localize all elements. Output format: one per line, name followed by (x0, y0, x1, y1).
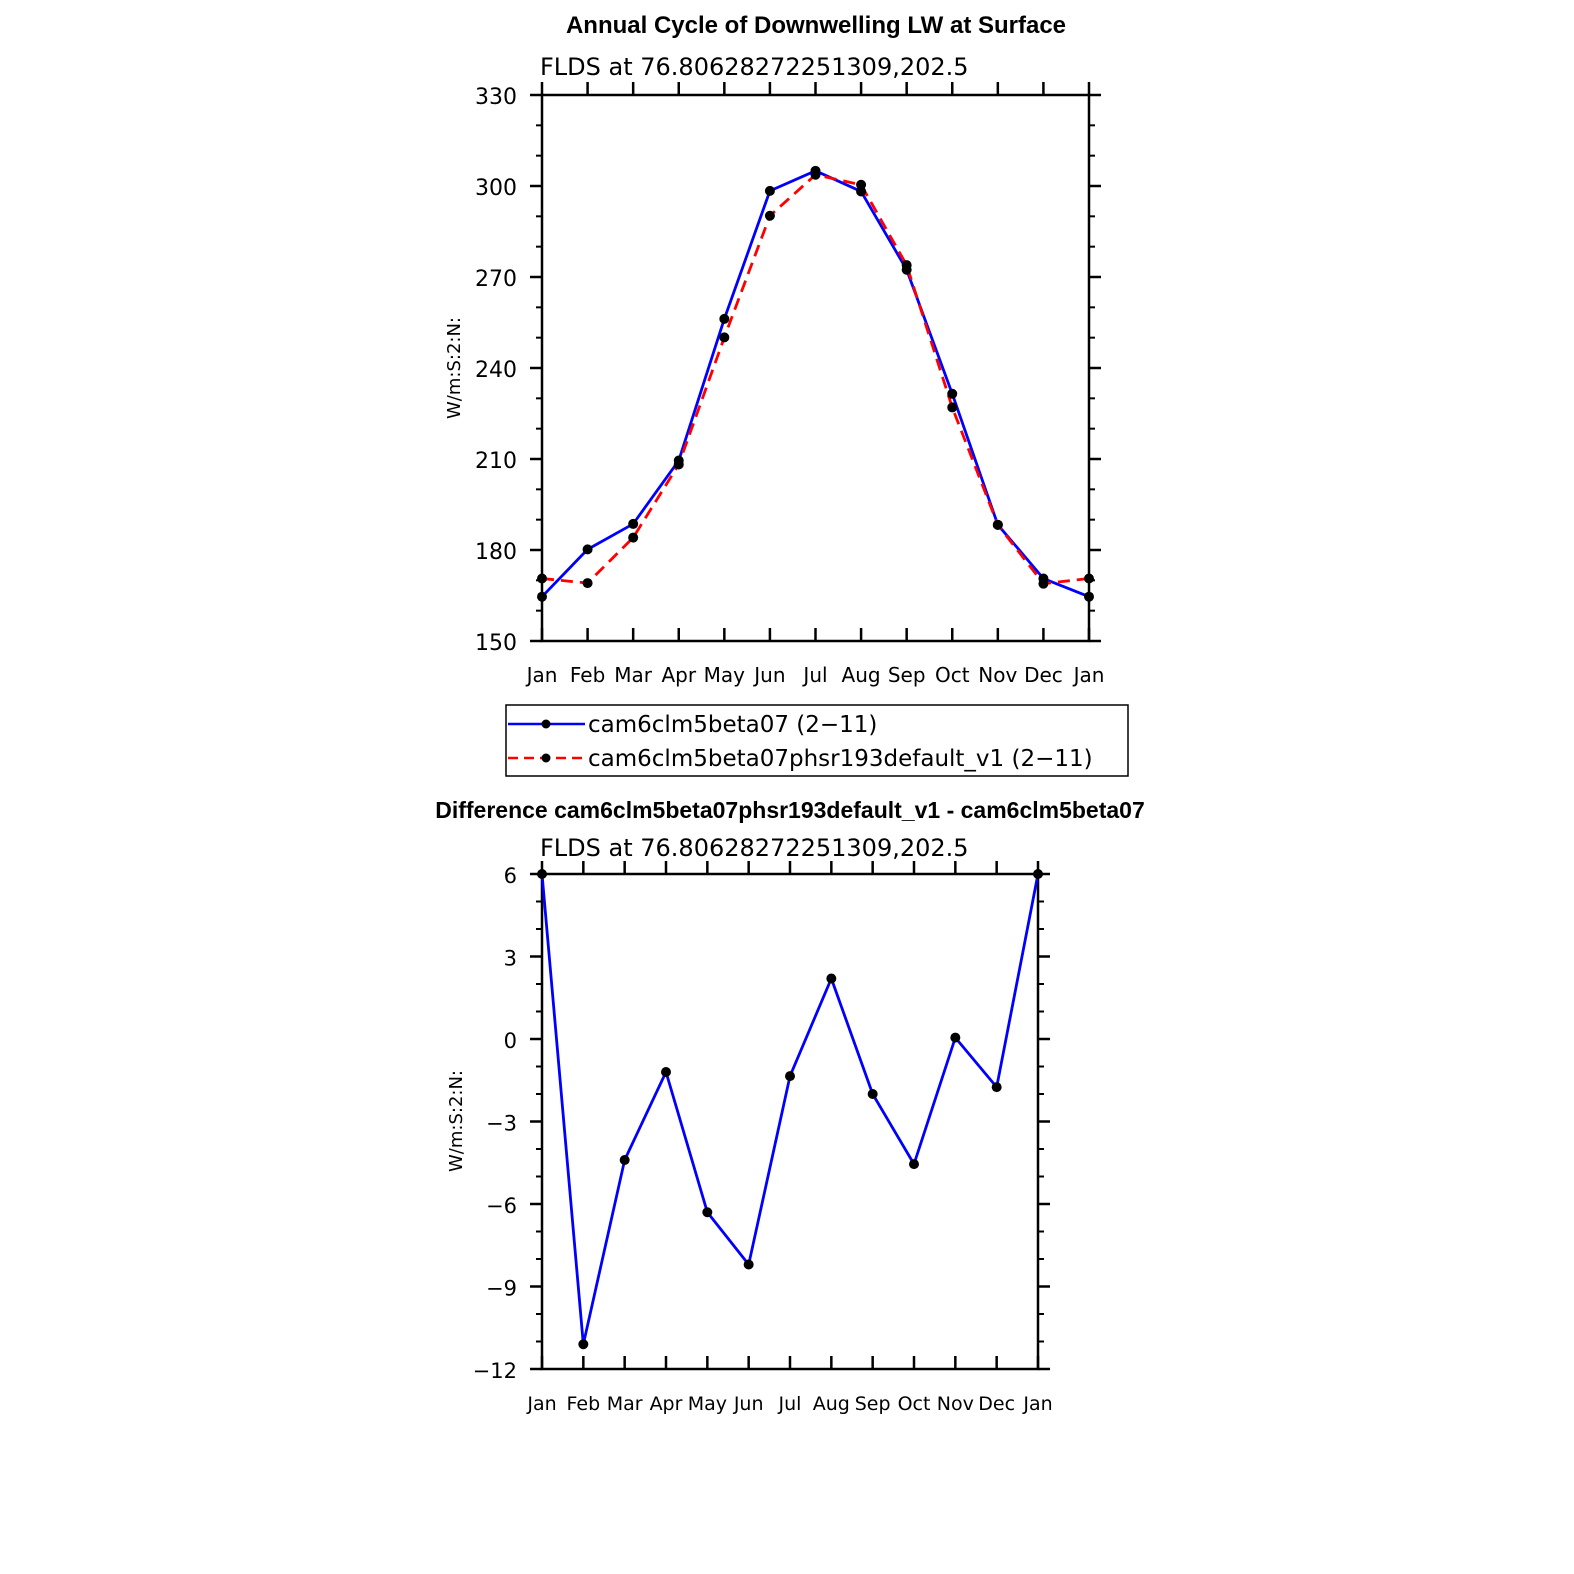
x-tick-label: Jan (1022, 1393, 1052, 1415)
series-1-point (582, 544, 593, 555)
series-2-point (856, 179, 867, 190)
x-tick-label: Aug (813, 1393, 850, 1415)
x-tick-label: Jul (778, 1393, 802, 1415)
series-2-point (947, 402, 958, 413)
y-tick-label: −3 (486, 1112, 517, 1136)
series-2-point (1038, 578, 1049, 589)
x-tick-label: Oct (898, 1393, 931, 1415)
x-tick-label: May (688, 1393, 727, 1415)
legend-label-series-1: cam6clm5beta07 (2−11) (588, 712, 877, 738)
series-2-point (901, 260, 912, 271)
series-2-point (673, 459, 684, 470)
chart1-ylabel: W/m:S:2:N: (444, 317, 465, 419)
y-tick-label: 0 (504, 1029, 517, 1053)
y-tick-label: −12 (473, 1359, 517, 1383)
series-2-point (992, 519, 1003, 530)
series-2-point (764, 210, 775, 221)
x-tick-label: Jan (526, 1393, 556, 1415)
series-1-point (743, 1259, 754, 1270)
x-tick-label: Jan (1072, 663, 1105, 687)
series-line-2 (541, 173, 1090, 586)
chart1-series-layer (537, 165, 1094, 602)
y-tick-label: 180 (475, 540, 517, 565)
chart1-subtitle: FLDS at 76.80628272251309,202.5 (540, 53, 969, 81)
series-1-point (764, 185, 775, 196)
series-line-1 (540, 873, 1040, 1346)
x-tick-label: Mar (607, 1393, 643, 1415)
series-2-point (719, 332, 730, 343)
series-1-point (719, 313, 730, 324)
series-1-point (1033, 869, 1043, 879)
y-tick-label: 300 (475, 176, 517, 201)
y-tick-label: 210 (475, 449, 517, 474)
legend-label-series-2: cam6clm5beta07phsr193default_v1 (2−11) (588, 746, 1093, 772)
legend-box (505, 704, 1129, 777)
series-1-point (578, 1339, 589, 1350)
series-1-point (702, 1207, 713, 1218)
chart2-title: Difference cam6clm5beta07phsr193default_… (435, 797, 1145, 823)
x-tick-label: Sep (855, 1393, 891, 1415)
x-tick-label: Jun (752, 663, 785, 687)
x-tick-label: Aug (842, 663, 881, 687)
x-tick-label: Dec (1024, 663, 1063, 687)
x-tick-label: Oct (935, 663, 970, 687)
series-1-point (991, 1082, 1002, 1093)
x-tick-label: Nov (937, 1393, 974, 1415)
series-1-point (826, 973, 837, 984)
chart2-frame (540, 872, 1040, 1371)
y-tick-label: −9 (486, 1277, 517, 1301)
x-tick-label: Feb (570, 663, 605, 687)
y-tick-label: 3 (504, 947, 517, 971)
series-1-point (537, 591, 547, 602)
series-2-point (1084, 573, 1094, 584)
series-1-point (867, 1089, 878, 1099)
series-1-point (1084, 591, 1094, 602)
legend-marker-solid (541, 719, 551, 729)
x-tick-label: Jan (525, 663, 558, 687)
series-2-point (810, 169, 821, 180)
x-tick-label: Dec (978, 1393, 1015, 1415)
x-tick-label: Jul (801, 663, 827, 687)
x-tick-label: Nov (978, 663, 1017, 687)
legend-marker-dashed (541, 753, 551, 763)
y-tick-label: 240 (475, 358, 517, 383)
series-2-point (537, 573, 547, 584)
series-1-point (909, 1159, 919, 1170)
chart2-series-layer (537, 869, 1043, 1350)
series-line-1 (540, 169, 1090, 599)
series-1-point (950, 1032, 961, 1043)
chart2-ylabel: W/m:S:2:N: (446, 1070, 467, 1172)
chart1-title: Annual Cycle of Downwelling LW at Surfac… (566, 12, 1066, 39)
x-tick-label: Apr (650, 1393, 683, 1415)
chart2-subtitle: FLDS at 76.80628272251309,202.5 (540, 834, 969, 862)
x-tick-label: Mar (614, 663, 653, 687)
chart2-axes: Jan Feb Mar Apr May Jun Jul Aug Sep Oct Nov Dec Jan−… (473, 861, 1053, 1415)
chart1-axes: Jan Feb Mar Apr May Jun Jul Aug Sep Oct Nov Dec Jan 1… (475, 82, 1104, 687)
x-tick-label: Apr (661, 663, 696, 687)
x-tick-label: Sep (888, 663, 926, 687)
y-tick-label: 330 (475, 85, 517, 110)
series-1-point (947, 388, 958, 399)
y-tick-label: 270 (475, 267, 517, 292)
y-tick-label: 6 (504, 864, 517, 888)
series-1-point (785, 1071, 795, 1082)
x-tick-label: May (704, 663, 746, 687)
series-1-point (619, 1155, 630, 1165)
series-1-point (628, 518, 639, 529)
x-tick-label: Jun (733, 1393, 764, 1415)
y-tick-label: −6 (486, 1194, 517, 1218)
y-tick-label: 150 (475, 631, 517, 656)
series-2-point (628, 532, 639, 543)
series-1-point (661, 1067, 671, 1077)
annual-cycle-chart: Annual Cycle of Downwelling LW at Surfac… (444, 12, 1129, 777)
chart1-legend: cam6clm5beta07 (2−11) cam6clm5beta07phsr… (505, 704, 1129, 777)
series-2-point (582, 578, 593, 589)
series-1-point (537, 869, 547, 879)
x-tick-label: Feb (567, 1393, 601, 1415)
difference-chart: Difference cam6clm5beta07phsr193default_… (435, 797, 1145, 1415)
